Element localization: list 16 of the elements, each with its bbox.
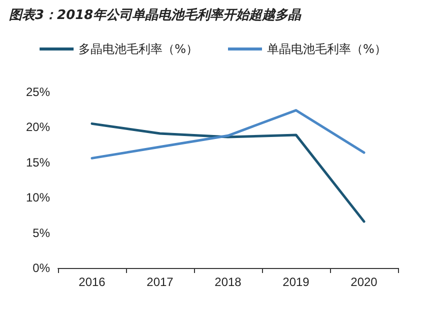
y-tick-label: 15% [26,155,50,170]
line-series [90,109,366,160]
x-tick-label: 2020 [350,275,378,289]
chart-title: 图表3：2018年公司单晶电池毛利率开始超越多晶 [9,7,302,23]
x-tick-label: 2016 [78,275,106,289]
y-tick-label: 0% [32,261,50,275]
y-tick-label: 25% [26,85,50,99]
legend-label: 多晶电池毛利率（%） [78,42,198,56]
y-tick-label: 10% [26,190,50,205]
y-tick-label: 20% [26,120,50,134]
x-tick-label: 2019 [282,275,310,289]
line-series [90,122,366,223]
y-tick-label: 5% [32,226,50,240]
x-tick-label: 2018 [214,275,242,289]
legend-label: 单晶电池毛利率（%） [267,42,386,56]
x-tick-label: 2017 [146,275,174,289]
